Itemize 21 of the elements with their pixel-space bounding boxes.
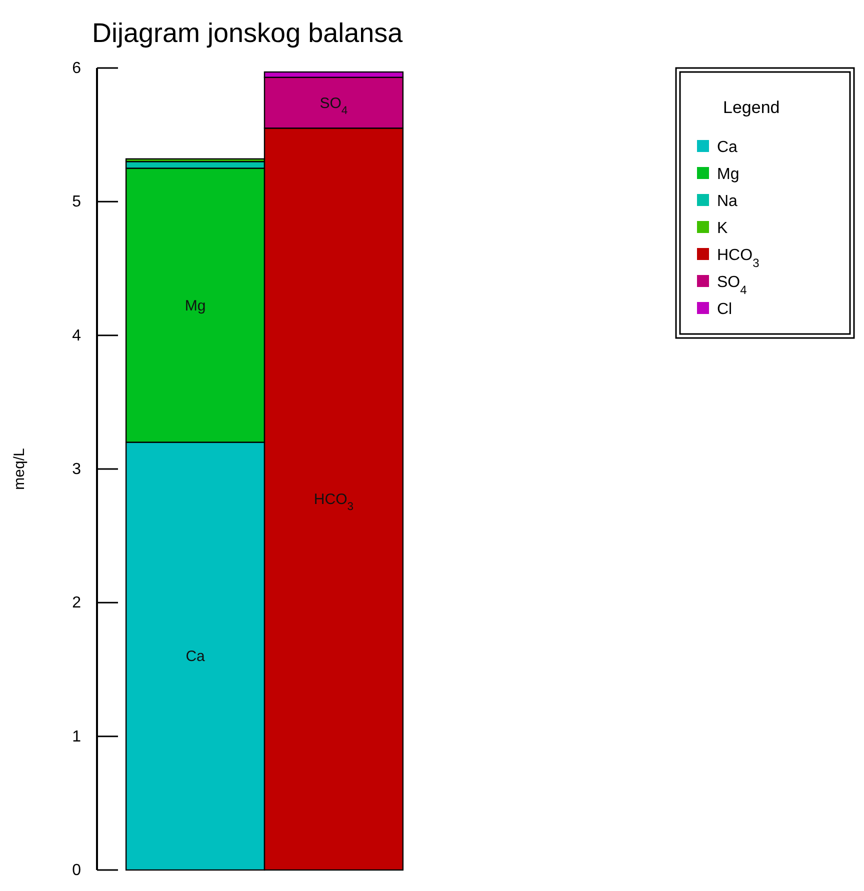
legend-title: Legend <box>723 98 780 117</box>
series-label: HCO$_{3}$ <box>314 491 354 514</box>
chart-title: Dijagram jonskog balansa <box>92 18 404 48</box>
text: Ca <box>186 648 205 666</box>
y-tick-label: 2 <box>72 594 82 612</box>
legend-label: SO$_{4}$ <box>717 274 748 297</box>
text: HCO$_{3}$ <box>717 247 760 270</box>
y-tick-label: 4 <box>72 327 82 344</box>
y-axis-title: meq/L <box>11 448 28 490</box>
legend-label: Cl <box>717 301 732 318</box>
legend-label: Mg <box>717 166 740 183</box>
text: SO$_{4}$ <box>320 94 348 117</box>
legend-label: K <box>717 220 728 237</box>
y-tick-label: 3 <box>72 461 82 478</box>
y-tick-label: 0 <box>72 862 82 879</box>
legend-label: Na <box>717 193 738 210</box>
y-tick-label: 6 <box>72 60 82 77</box>
legend-label: Ca <box>717 139 738 156</box>
y-tick-label: 5 <box>72 194 82 211</box>
y-tick-label: 1 <box>72 728 82 746</box>
text: Mg <box>184 297 206 314</box>
